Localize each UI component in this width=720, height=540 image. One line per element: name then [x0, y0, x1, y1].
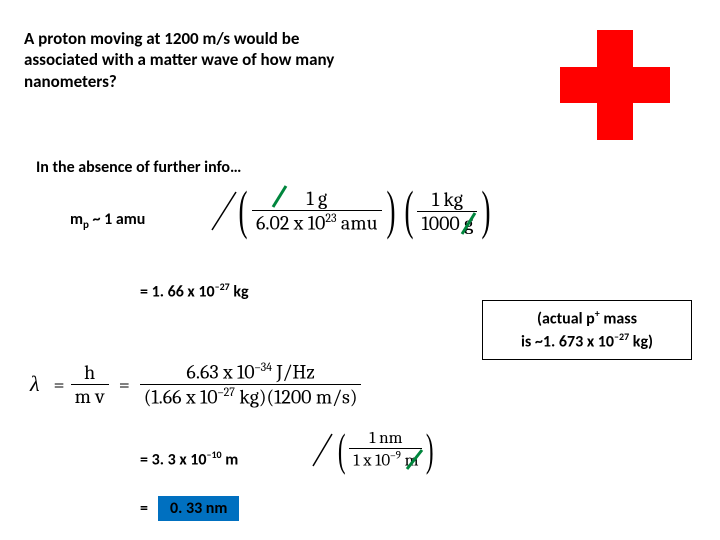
- mass-result: = 1. 66 x 10–27 kg: [140, 280, 249, 301]
- absence-text: In the absence of further info…: [36, 158, 241, 177]
- final-answer: = 0. 33 nm: [140, 496, 239, 521]
- question-text: A proton moving at 1200 m/s would be ass…: [24, 28, 344, 92]
- de-broglie-equation: λ = h m v = 6.63 x 10–34 J/Hz (1.66 x 10…: [30, 360, 361, 408]
- wavelength-meters: = 3. 3 x 10–10 m: [140, 448, 238, 469]
- actual-mass-note: (actual p+ mass is ~1. 673 x 10–27 kg): [482, 300, 692, 360]
- mp-approx: mp ~ 1 amu: [70, 210, 145, 231]
- red-cross-icon: [560, 30, 670, 140]
- answer-highlight: 0. 33 nm: [158, 496, 239, 521]
- unit-conversion-2: ( 1 nm 1 x 10–9 m ): [310, 428, 438, 472]
- unit-conversion-1: ( 1 g 6.02 x 1023 amu ) ( 1 kg 1000 g ): [210, 186, 495, 236]
